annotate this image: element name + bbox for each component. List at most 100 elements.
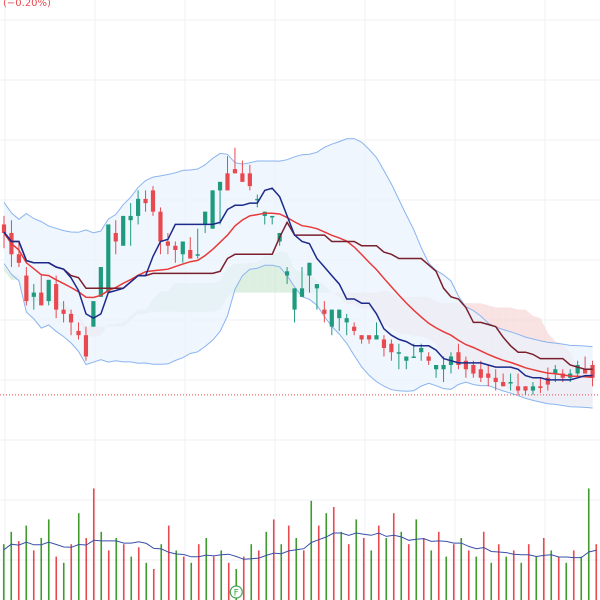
candle-body bbox=[173, 245, 178, 250]
volume-bar bbox=[475, 556, 478, 600]
candle-body bbox=[46, 279, 51, 302]
candle-body bbox=[560, 373, 565, 378]
candle-body bbox=[210, 190, 215, 229]
volume-bar bbox=[490, 562, 493, 600]
candle-body bbox=[232, 169, 238, 174]
candle-body bbox=[463, 360, 468, 370]
volume-bar bbox=[10, 531, 13, 600]
candle-body bbox=[136, 198, 141, 216]
candle-body bbox=[322, 309, 327, 314]
volume-bar bbox=[40, 538, 43, 600]
candle-body bbox=[530, 386, 536, 391]
volume-bar bbox=[47, 519, 50, 600]
volume-bar bbox=[482, 531, 485, 600]
volume-bar bbox=[160, 544, 163, 600]
candle-body bbox=[314, 284, 319, 289]
event-marker-circle bbox=[229, 585, 243, 599]
volume-bar bbox=[355, 519, 358, 600]
volume-bar bbox=[130, 556, 133, 600]
volume-bar bbox=[167, 525, 170, 600]
candle-body bbox=[501, 382, 506, 387]
volume-bar bbox=[467, 550, 470, 600]
candles bbox=[1, 147, 595, 395]
volume-bar bbox=[512, 550, 515, 600]
volume-bar bbox=[572, 550, 575, 600]
candle-body bbox=[83, 335, 89, 357]
candle-body bbox=[143, 198, 148, 204]
volume-bar bbox=[535, 556, 538, 600]
candle-body bbox=[411, 356, 416, 358]
candle-body bbox=[225, 173, 230, 191]
volume-bar bbox=[505, 556, 508, 600]
volume-bar bbox=[175, 550, 178, 600]
candle-body bbox=[396, 352, 401, 354]
candle-body bbox=[106, 224, 111, 293]
volume-bar bbox=[550, 550, 553, 600]
candle-body bbox=[583, 369, 588, 374]
volume-bar bbox=[595, 544, 598, 600]
volume-bar bbox=[445, 556, 448, 600]
volume-bar bbox=[265, 531, 268, 600]
volume-bar bbox=[437, 531, 440, 600]
candle-body bbox=[366, 335, 372, 340]
volume-bar bbox=[580, 556, 583, 600]
candle-body bbox=[39, 292, 44, 306]
candle-body bbox=[150, 190, 156, 212]
candle-body bbox=[434, 365, 439, 370]
volume-bar bbox=[527, 544, 530, 600]
volume-bar bbox=[287, 525, 290, 600]
volume-bar bbox=[310, 500, 313, 600]
volume-bar bbox=[152, 569, 155, 600]
volume-bar bbox=[227, 562, 230, 600]
candle-body bbox=[486, 373, 491, 378]
volume-bar bbox=[317, 525, 320, 600]
volume-bar bbox=[325, 513, 328, 600]
volume-bar bbox=[250, 544, 253, 600]
candle-body bbox=[441, 365, 446, 370]
volume-bar bbox=[32, 550, 35, 600]
candle-body bbox=[98, 267, 103, 297]
candle-body bbox=[471, 365, 476, 374]
candle-body bbox=[31, 292, 36, 297]
volume-bar bbox=[370, 550, 373, 600]
volume-bar bbox=[377, 525, 380, 600]
volume-bar bbox=[100, 531, 103, 600]
volume-bar bbox=[272, 519, 275, 600]
volume-bar bbox=[77, 513, 80, 600]
candle-body bbox=[1, 224, 7, 233]
volume-bar bbox=[452, 544, 455, 600]
volume-bar bbox=[280, 544, 283, 600]
indicator-lines bbox=[3, 187, 593, 381]
candle-body bbox=[344, 318, 349, 323]
candle-body bbox=[128, 215, 133, 221]
volume-bar bbox=[340, 531, 343, 600]
volume-bar bbox=[565, 562, 568, 600]
candle-body bbox=[68, 313, 74, 323]
candle-body bbox=[374, 335, 379, 340]
tenkan-line bbox=[3, 187, 593, 381]
cloud-segment bbox=[249, 262, 258, 293]
candle-body bbox=[329, 309, 334, 327]
candle-body bbox=[538, 386, 543, 388]
candle-body bbox=[419, 347, 424, 353]
candle-body bbox=[515, 386, 521, 391]
volume-bar bbox=[362, 538, 365, 600]
candle-body bbox=[16, 254, 21, 263]
candle-body bbox=[240, 173, 245, 182]
volume-bar bbox=[392, 513, 395, 600]
volume-bar bbox=[422, 538, 425, 600]
volume-bar bbox=[295, 538, 298, 600]
candle-body bbox=[292, 288, 297, 310]
volume-bar bbox=[25, 525, 28, 600]
candle-body bbox=[188, 250, 193, 259]
volume-bar bbox=[122, 544, 125, 600]
candle-body bbox=[456, 352, 461, 365]
volume-bar bbox=[85, 538, 88, 600]
candle-body bbox=[352, 326, 357, 331]
candle-body bbox=[180, 241, 185, 255]
candle-body bbox=[54, 284, 59, 310]
candle-body bbox=[307, 262, 312, 276]
volume-bar bbox=[62, 562, 65, 600]
